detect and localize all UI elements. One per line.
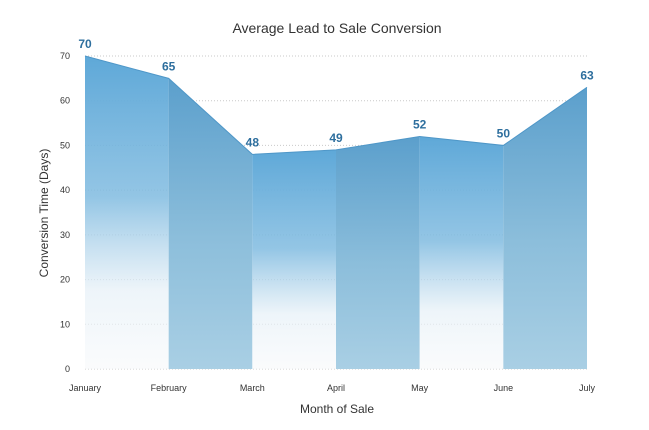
area-band-segment <box>336 136 420 369</box>
x-axis-ticks: January February March April May June July <box>69 383 596 393</box>
x-axis-title: Month of Sale <box>300 402 374 416</box>
y-tick-label: 40 <box>60 185 70 195</box>
area-band-segment <box>168 78 253 369</box>
data-label: 70 <box>78 37 92 51</box>
y-tick-label: 10 <box>60 319 70 329</box>
y-tick-label: 30 <box>60 230 70 240</box>
y-tick-label: 70 <box>60 51 70 61</box>
x-tick-label: January <box>69 383 102 393</box>
y-tick-label: 20 <box>60 275 70 285</box>
y-tick-label: 0 <box>65 364 70 374</box>
y-tick-label: 50 <box>60 140 70 150</box>
area-segment <box>85 56 169 369</box>
x-tick-label: July <box>579 383 596 393</box>
data-label: 49 <box>329 131 343 145</box>
x-tick-label: May <box>411 383 429 393</box>
data-label: 48 <box>246 135 260 149</box>
data-label: 63 <box>580 68 594 82</box>
chart-title: Average Lead to Sale Conversion <box>232 20 441 36</box>
data-labels: 70 65 48 49 52 50 63 <box>78 37 594 149</box>
y-axis-ticks: 0 10 20 30 40 50 60 70 <box>60 51 70 374</box>
data-label: 50 <box>497 126 511 140</box>
series-line <box>84 55 588 155</box>
x-tick-label: March <box>240 383 265 393</box>
y-axis-title: Conversion Time (Days) <box>37 149 51 278</box>
x-tick-label: June <box>494 383 514 393</box>
x-tick-label: February <box>151 383 188 393</box>
area-segment <box>252 149 336 369</box>
y-tick-label: 60 <box>60 96 70 106</box>
area-series <box>84 55 588 370</box>
data-label: 52 <box>413 117 427 131</box>
data-label: 65 <box>162 59 176 73</box>
x-tick-label: April <box>327 383 345 393</box>
area-band-segment <box>503 87 587 370</box>
area-segment <box>419 136 504 369</box>
